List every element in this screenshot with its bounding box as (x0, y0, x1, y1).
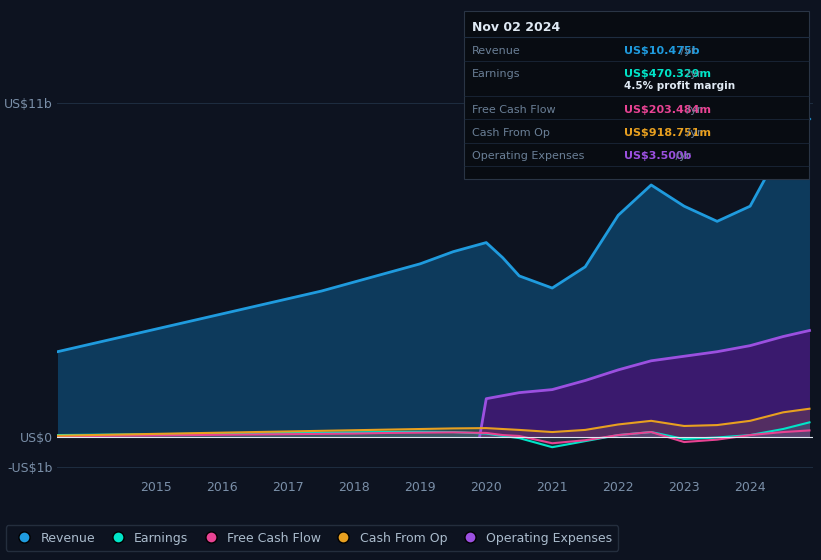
Text: Earnings: Earnings (472, 69, 521, 80)
Text: Operating Expenses: Operating Expenses (472, 151, 585, 161)
Text: /yr: /yr (683, 128, 701, 138)
Text: Cash From Op: Cash From Op (472, 128, 550, 138)
Text: Free Cash Flow: Free Cash Flow (472, 105, 556, 115)
Text: Revenue: Revenue (472, 46, 521, 56)
Text: US$918.751m: US$918.751m (624, 128, 711, 138)
Text: /yr: /yr (672, 151, 690, 161)
Text: 4.5% profit margin: 4.5% profit margin (624, 81, 735, 91)
Text: US$10.475b: US$10.475b (624, 46, 699, 56)
Text: US$3.500b: US$3.500b (624, 151, 691, 161)
Text: /yr: /yr (683, 105, 701, 115)
Text: US$203.484m: US$203.484m (624, 105, 711, 115)
Text: US$470.329m: US$470.329m (624, 69, 711, 80)
Text: /yr: /yr (677, 46, 696, 56)
Legend: Revenue, Earnings, Free Cash Flow, Cash From Op, Operating Expenses: Revenue, Earnings, Free Cash Flow, Cash … (6, 525, 618, 551)
Text: /yr: /yr (683, 69, 701, 80)
Text: Nov 02 2024: Nov 02 2024 (472, 21, 560, 34)
